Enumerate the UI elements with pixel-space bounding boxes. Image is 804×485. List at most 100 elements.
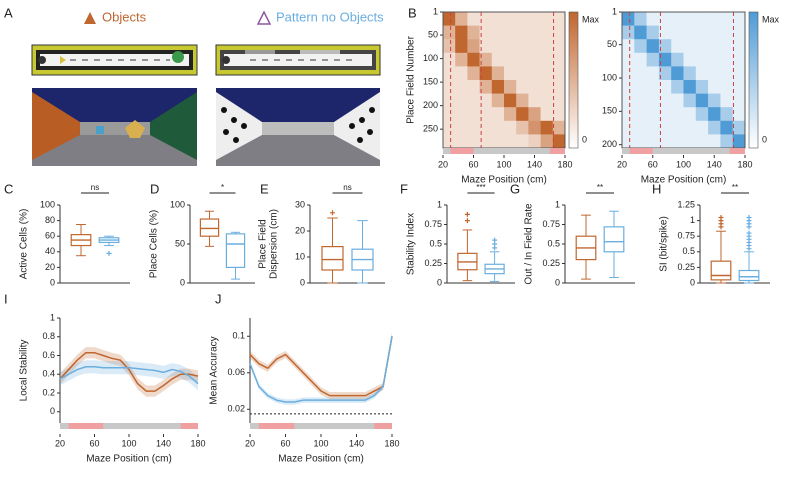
outlier [106, 250, 112, 256]
heatmap-cell [540, 134, 554, 149]
y-tick-label: 0.8 [42, 331, 55, 341]
x-strip-zone [68, 423, 104, 429]
heatmap-cell [552, 80, 566, 94]
heatmap-cell [491, 120, 505, 135]
y-axis-label: Mean Accuracy [209, 336, 220, 404]
heatmap-cell [540, 25, 554, 40]
heatmap-cell [646, 25, 660, 40]
y-tick-label: 0 [180, 277, 185, 287]
y-tick-label: 100 [170, 199, 185, 209]
error-band [60, 347, 198, 397]
heatmap-cell [658, 52, 672, 67]
heatmap-cell [720, 25, 733, 40]
significance-label: *** [476, 183, 485, 192]
x-axis-label: Maze Position (cm) [278, 454, 364, 465]
heatmap-cell [479, 120, 493, 135]
x-tick-label: 20 [55, 438, 65, 448]
heatmap-cell [540, 107, 554, 122]
heatmap-cell [622, 80, 635, 94]
heatmap-cell [646, 80, 660, 94]
heatmap-cell [479, 52, 493, 67]
outlier [330, 210, 335, 216]
heatmap-cell [622, 107, 635, 122]
heatmap-cell [504, 93, 517, 108]
heatmap-cell [720, 93, 733, 108]
heatmap-cell [732, 107, 746, 122]
y-tick-label: 200 [423, 100, 438, 110]
heatmap-cell [658, 134, 672, 149]
panel-letter: I [4, 291, 8, 306]
y-tick-label: 10 [295, 251, 305, 261]
x-axis-label: Maze Position (cm) [461, 175, 547, 186]
heatmap-cell [708, 134, 721, 149]
heatmap-cell [634, 80, 647, 94]
y-axis-label: Place Cells (%) [149, 210, 160, 278]
heatmap-cell [732, 12, 746, 26]
heatmap-cell [540, 39, 554, 54]
heatmap-cell [646, 66, 660, 81]
heatmap-cell [708, 52, 721, 67]
heatmap-cell [708, 80, 721, 94]
heatmap-cell [491, 134, 505, 149]
heatmap-cell [504, 39, 517, 54]
heatmap-cell [467, 25, 480, 40]
heatmap-cell [658, 39, 672, 54]
heatmap-cell [732, 39, 746, 54]
heatmap-cell [504, 107, 517, 122]
heatmap-cell [552, 12, 566, 26]
heatmap-cell [720, 80, 733, 94]
heatmap-cell [671, 12, 684, 26]
significance-label: ns [91, 183, 99, 192]
heatmap-cell [528, 107, 541, 122]
heatmap-cell [683, 25, 697, 40]
heatmap-cell [634, 134, 647, 149]
x-strip [250, 423, 392, 429]
heatmap-cell [516, 25, 529, 40]
heatmap-cell [504, 134, 517, 149]
heatmap-cell [695, 120, 709, 135]
heatmap-cell [671, 120, 684, 135]
heatmap-cell [479, 107, 493, 122]
heatmap-cell [695, 25, 709, 40]
heatmap-cell [504, 80, 517, 94]
y-tick-label: 0.75 [542, 219, 560, 229]
heatmap-cell [552, 52, 566, 67]
y-tick-label: 150 [602, 106, 617, 116]
x-tick-label: 100 [121, 438, 136, 448]
heatmap-cell [671, 80, 684, 94]
outlier [718, 214, 724, 220]
box [321, 246, 344, 271]
heatmap-cell [491, 52, 505, 67]
heatmap-cell [708, 66, 721, 81]
heatmap-cell [479, 93, 493, 108]
x-strip-zone [374, 423, 392, 429]
y-tick-label: 0 [300, 277, 305, 287]
x-tick-label: 60 [468, 159, 478, 169]
heatmap-cell [455, 80, 468, 94]
heatmap-cell [528, 25, 541, 40]
heatmap-cell [467, 134, 480, 149]
heatmap-cell [528, 80, 541, 94]
y-axis-label: Stability Index [406, 213, 417, 275]
heatmap-cell [516, 93, 529, 108]
colorbar-label: Max [762, 14, 780, 24]
heatmap-cell [528, 39, 541, 54]
heatmap-cell [634, 93, 647, 108]
outlier [492, 237, 498, 243]
y-tick-label: 0.06 [227, 367, 245, 377]
heatmap-cell [732, 93, 746, 108]
x-strip-zone [729, 148, 745, 154]
heatmap-cell [491, 25, 505, 40]
heatmap-cell [528, 12, 541, 26]
y-tick-label: 0.5 [429, 238, 442, 248]
y-tick-label: 0.75 [424, 219, 442, 229]
heatmap-cell [528, 52, 541, 67]
heatmap-cell [540, 66, 554, 81]
y-axis-label: Place Field [258, 219, 269, 268]
significance-label: ** [732, 183, 738, 192]
heatmap-cell [732, 52, 746, 67]
heatmap-cell [443, 134, 456, 149]
heatmap-cell [467, 12, 480, 26]
y-tick-label: 0 [690, 277, 695, 287]
heatmap-cell [671, 93, 684, 108]
